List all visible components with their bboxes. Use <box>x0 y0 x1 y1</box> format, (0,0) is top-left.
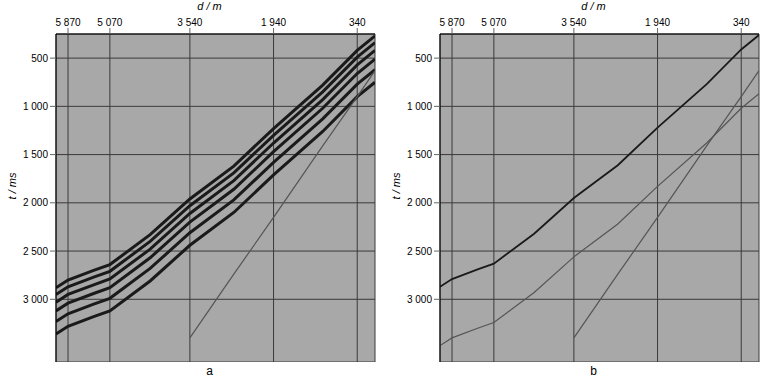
html-text:d / m: d / m <box>581 0 606 12</box>
svg-text:5 070: 5 070 <box>481 17 506 28</box>
svg-text:500: 500 <box>31 53 48 64</box>
svg-text:1 500: 1 500 <box>23 149 48 160</box>
html-text:t / ms: t / ms <box>6 172 18 200</box>
svg-text:500: 500 <box>415 53 432 64</box>
svg-text:1 500: 1 500 <box>407 149 432 160</box>
svg-text:3 000: 3 000 <box>23 294 48 305</box>
html-text:b: b <box>590 364 597 378</box>
svg-text:3 540: 3 540 <box>177 17 202 28</box>
svg-text:340: 340 <box>733 17 750 28</box>
svg-text:5 870: 5 870 <box>440 17 465 28</box>
html-text:t / ms: t / ms <box>390 172 402 200</box>
html-text:d / m: d / m <box>197 0 222 12</box>
svg-text:2 000: 2 000 <box>407 197 432 208</box>
html-text:a: a <box>206 364 213 378</box>
svg-text:340: 340 <box>349 17 366 28</box>
svg-text:3 000: 3 000 <box>407 294 432 305</box>
svg-text:1 940: 1 940 <box>261 17 286 28</box>
svg-text:3 540: 3 540 <box>561 17 586 28</box>
svg-text:1 940: 1 940 <box>645 17 670 28</box>
svg-text:2 000: 2 000 <box>23 197 48 208</box>
svg-text:5 070: 5 070 <box>97 17 122 28</box>
svg-text:2 500: 2 500 <box>407 246 432 257</box>
svg-text:1 000: 1 000 <box>23 101 48 112</box>
svg-text:2 500: 2 500 <box>23 246 48 257</box>
svg-text:5 870: 5 870 <box>56 17 81 28</box>
svg-text:1 000: 1 000 <box>407 101 432 112</box>
